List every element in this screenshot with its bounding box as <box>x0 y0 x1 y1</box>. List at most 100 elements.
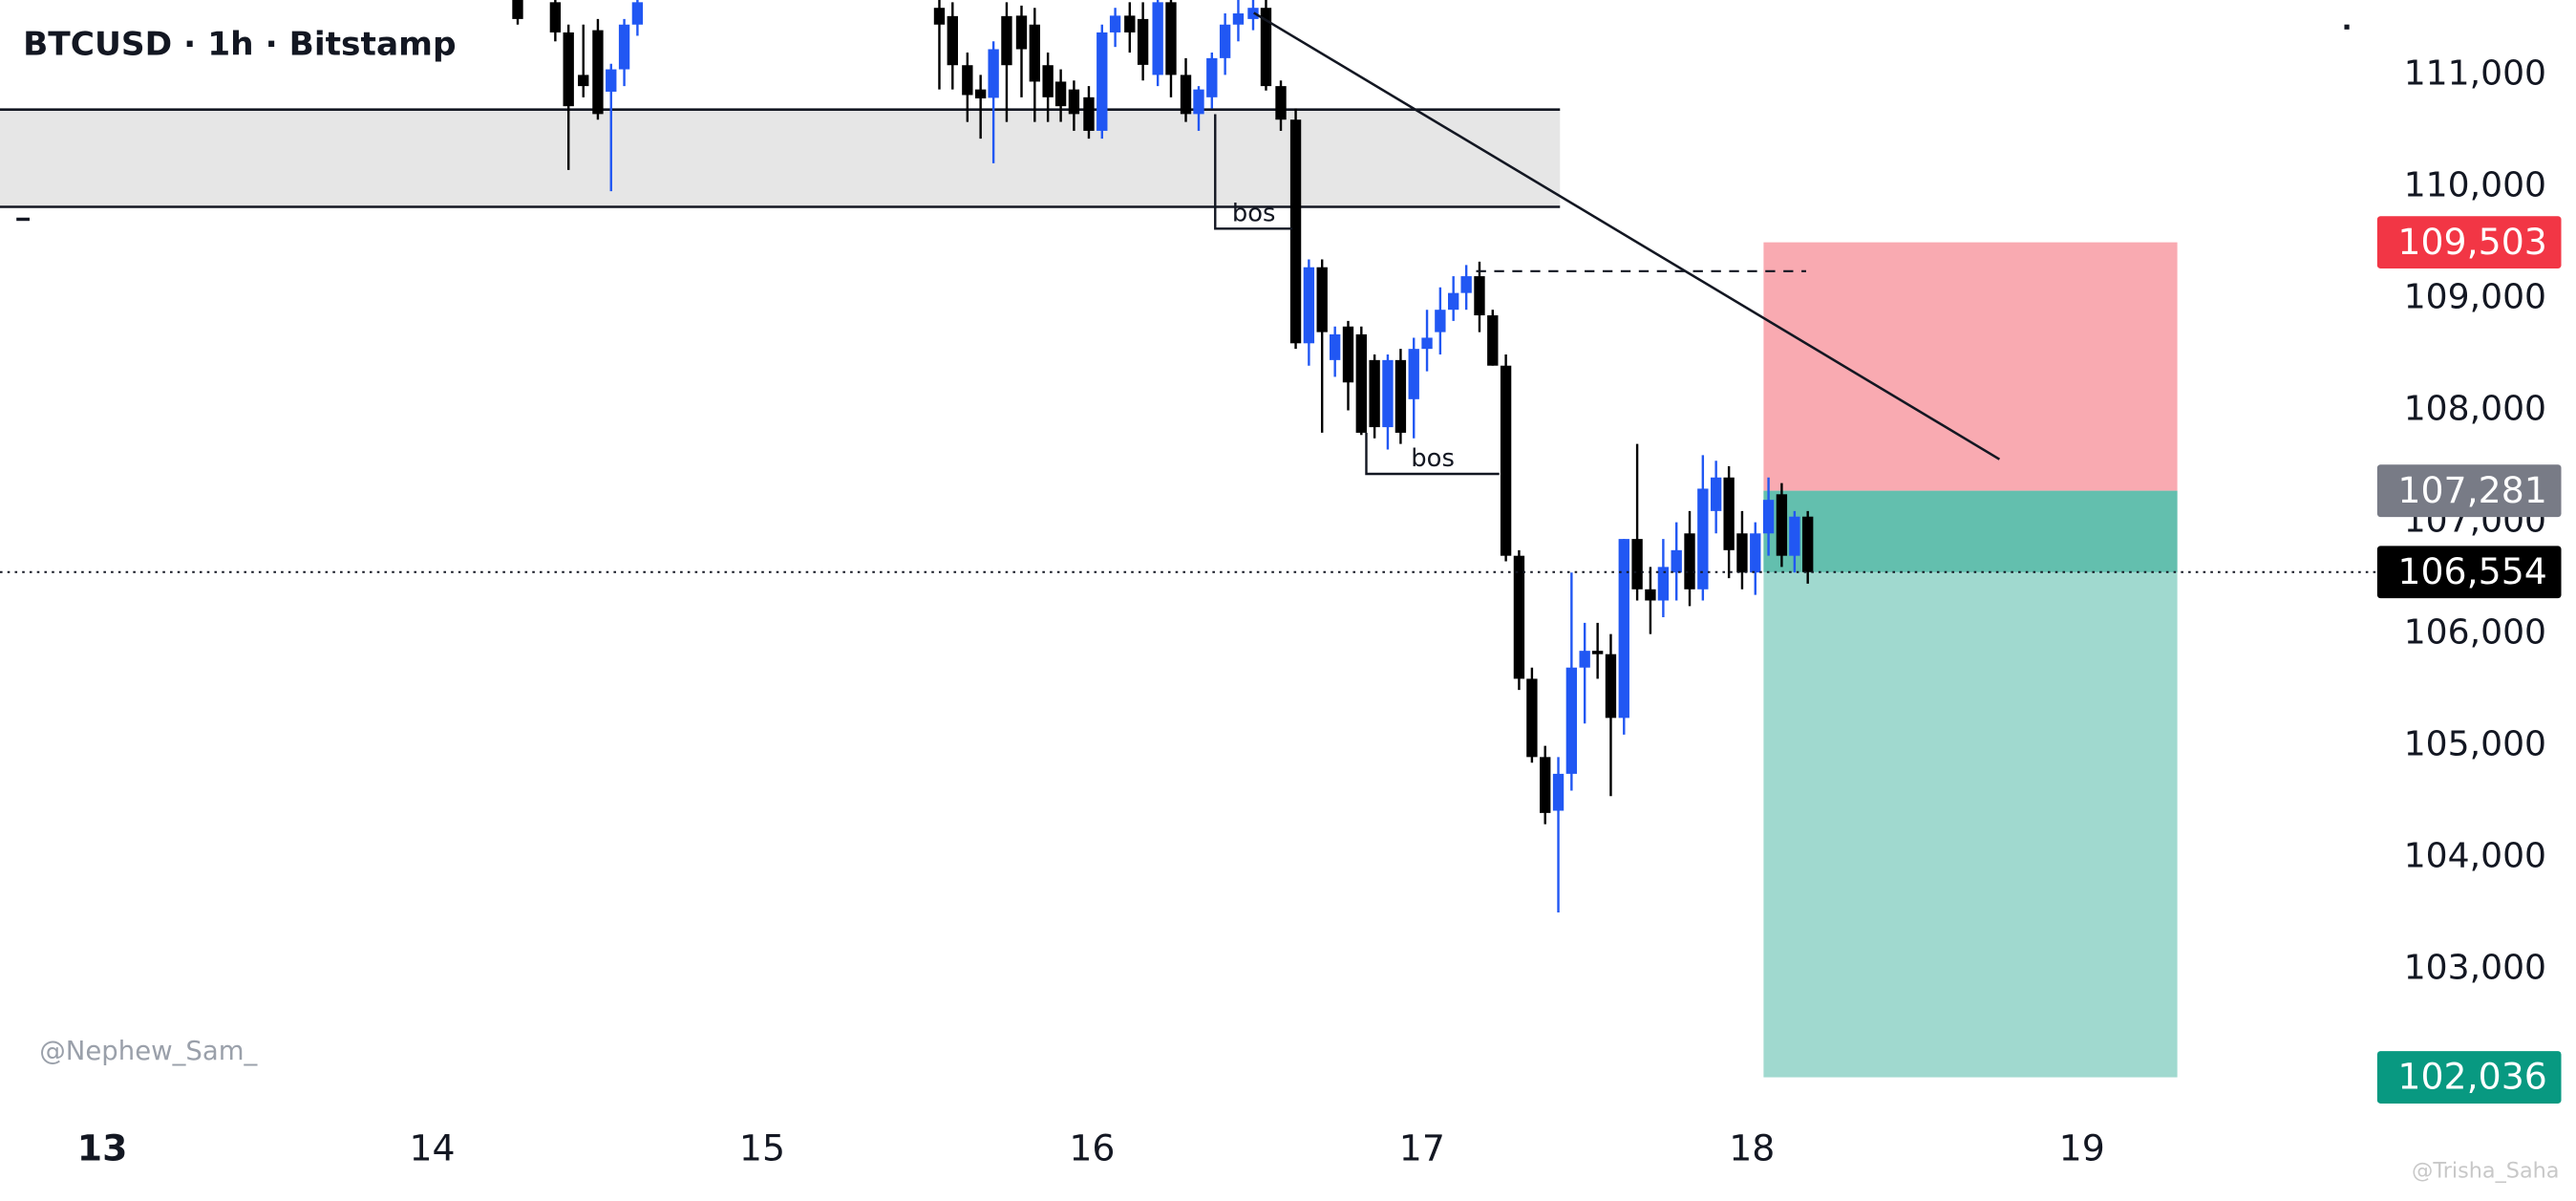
plot-area <box>0 0 2178 1078</box>
candle-body <box>1474 276 1485 316</box>
candle-body <box>1657 567 1670 601</box>
candle-body <box>1260 8 1272 87</box>
candle-body <box>1232 13 1245 25</box>
candle-body <box>1552 773 1565 811</box>
y-tick-label: 110,000 <box>2404 166 2546 205</box>
bos-bracket <box>1365 432 1500 476</box>
chart-title: BTCUSD · 1h · Bitstamp <box>23 25 457 63</box>
x-tick-label: 18 <box>1729 1126 1775 1169</box>
candle-body <box>1054 81 1067 107</box>
price-label: 106,554 <box>2397 550 2546 592</box>
candle-body <box>1776 494 1788 556</box>
candle-body <box>1355 333 1367 433</box>
supply-zone <box>0 109 1561 207</box>
candle-body <box>1448 292 1459 311</box>
candle-body <box>1605 654 1617 718</box>
candle-body <box>1316 267 1328 332</box>
candle-body <box>1631 539 1643 590</box>
open-profit-zone <box>1763 490 2178 572</box>
y-tick-label: 109,000 <box>2404 278 2546 317</box>
candle-body <box>1109 15 1121 32</box>
candle-body <box>1421 337 1433 350</box>
candle-body <box>1618 539 1629 718</box>
candle-body <box>549 2 562 32</box>
candle-body <box>1710 477 1722 511</box>
candle-body <box>1219 24 1231 58</box>
x-tick-label: 15 <box>739 1126 785 1169</box>
candle-body <box>578 75 589 87</box>
candle-body <box>1124 15 1136 32</box>
bos-label: bos <box>1411 444 1455 473</box>
candle-body <box>1029 24 1040 82</box>
candle-body <box>1165 2 1177 75</box>
y-tick-label: 104,000 <box>2404 837 2546 876</box>
price-label: 107,281 <box>2397 469 2546 511</box>
bos-label: bos <box>1232 199 1276 227</box>
candle-body <box>1382 359 1394 428</box>
candle-body <box>1096 32 1108 131</box>
candle-body <box>1762 500 1775 534</box>
candle-body <box>1435 310 1446 332</box>
bos-bracket <box>1214 114 1293 230</box>
candle-body <box>1152 2 1163 75</box>
candle-body <box>631 2 644 25</box>
candle-body <box>1193 89 1204 115</box>
candle-body <box>1750 533 1761 573</box>
candle-body <box>962 65 973 96</box>
candle-body <box>1083 97 1095 131</box>
price-label-box <box>2376 464 2562 518</box>
candle-body <box>1275 86 1287 120</box>
candle-body <box>1289 119 1302 344</box>
candle-body <box>1247 8 1259 19</box>
candle-body <box>947 15 958 66</box>
price-label: 109,503 <box>2397 221 2546 263</box>
candle-body <box>933 8 946 25</box>
candle-body <box>1579 651 1590 668</box>
candle-body <box>1540 757 1551 813</box>
candle-body <box>618 24 630 70</box>
candle-body <box>1723 477 1735 550</box>
x-tick-label: 19 <box>2059 1126 2105 1169</box>
target-zone <box>1763 490 2178 1078</box>
candle-body <box>1591 651 1604 654</box>
candle-body <box>1329 333 1341 360</box>
price-label-box <box>2376 216 2562 269</box>
candle-body <box>1487 315 1499 366</box>
x-tick-label: 14 <box>409 1126 455 1169</box>
candle-body <box>974 89 987 98</box>
candle-body <box>1460 276 1472 293</box>
price-label-box <box>2376 1051 2562 1104</box>
candle-body <box>592 30 604 115</box>
candle-body <box>1565 667 1578 774</box>
price-label: 102,036 <box>2397 1056 2546 1098</box>
candle-body <box>1408 349 1419 399</box>
candle-body <box>1015 15 1028 50</box>
y-tick-label: 105,000 <box>2404 725 2546 764</box>
candle-body <box>1697 488 1709 590</box>
candle-body <box>606 69 617 92</box>
stop-zone <box>1763 242 2178 491</box>
marker-dot <box>2344 24 2350 30</box>
y-tick-label: 103,000 <box>2404 949 2546 988</box>
corner-mark: @Trisha_Saha <box>2412 1159 2560 1184</box>
candle-body <box>1180 75 1192 115</box>
candle-body <box>1736 533 1748 573</box>
candle-body <box>1394 359 1407 433</box>
y-tick-label: 111,000 <box>2404 54 2546 93</box>
candle-body <box>1137 18 1149 65</box>
x-tick-label: 16 <box>1069 1126 1115 1169</box>
x-tick-label: 17 <box>1399 1126 1445 1169</box>
candle-body <box>988 49 999 98</box>
candle-body <box>1645 589 1656 601</box>
candle-body <box>1369 359 1380 428</box>
x-tick-label: 13 <box>77 1126 128 1169</box>
candle-body <box>1802 516 1814 572</box>
candle-body <box>1526 678 1538 758</box>
candle-body <box>563 32 574 107</box>
candle-body <box>1068 89 1080 115</box>
candle-body <box>1042 65 1054 97</box>
price-label-box <box>2376 546 2562 599</box>
candle-body <box>512 0 523 19</box>
candle-body <box>1342 326 1354 383</box>
